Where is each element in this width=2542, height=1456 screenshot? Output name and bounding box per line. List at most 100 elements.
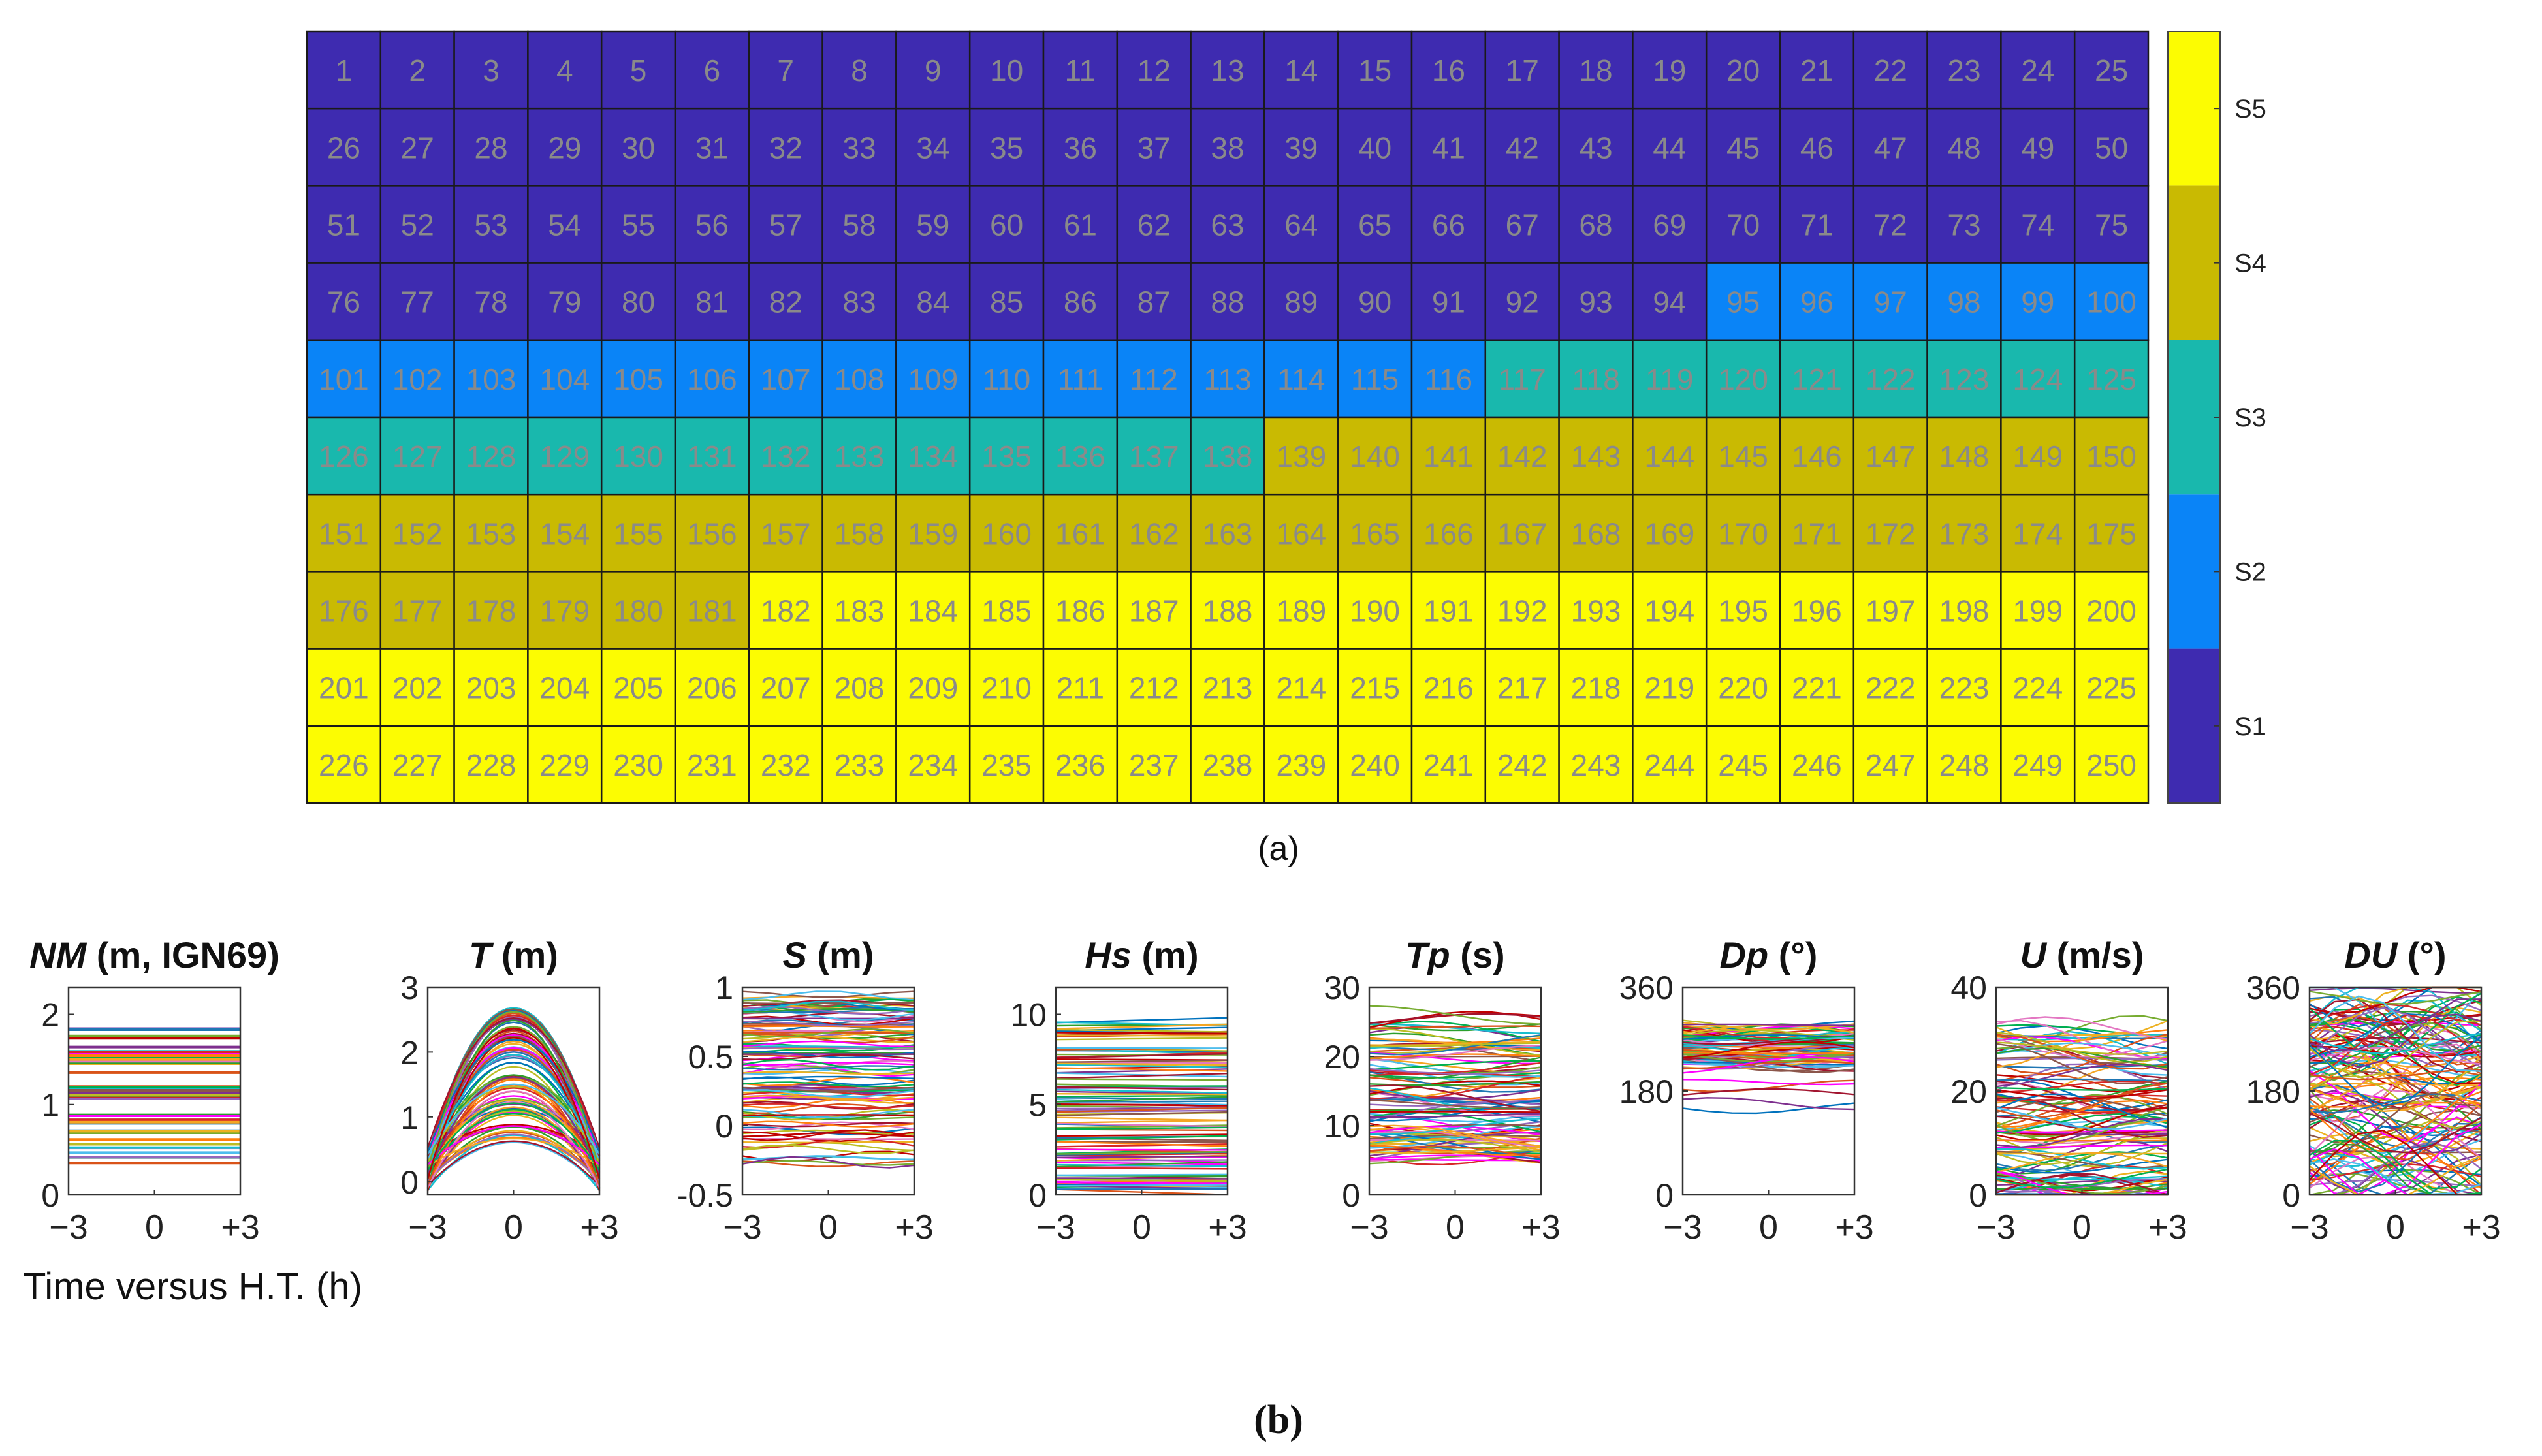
- legend-swatch-s4: [2168, 185, 2220, 340]
- series-line: [1055, 1181, 1228, 1184]
- series-line: [2309, 1069, 2482, 1081]
- series-line: [426, 1018, 601, 1156]
- series-line: [1055, 1126, 1228, 1130]
- cell-label-160: 160: [981, 516, 1032, 550]
- cell-50: [2073, 107, 2150, 187]
- series-line: [2309, 1072, 2482, 1112]
- y-tick-label: 20: [1324, 1039, 1360, 1075]
- series-line: [1055, 1135, 1228, 1141]
- series-line: [1055, 1088, 1228, 1094]
- series-line: [2309, 1098, 2482, 1161]
- cell-212: [1116, 648, 1192, 727]
- cell-label-207: 207: [761, 671, 811, 705]
- cell-label-220: 220: [1718, 671, 1768, 705]
- series-line: [2309, 995, 2482, 1072]
- cell-243: [1558, 725, 1634, 804]
- series-line: [1055, 1133, 1228, 1137]
- x-tick-label: 0: [1132, 1209, 1151, 1246]
- series-line: [1369, 1053, 1542, 1060]
- cell-126: [306, 416, 382, 496]
- series-line: [1995, 1078, 2169, 1082]
- series-line: [1369, 1023, 1542, 1034]
- cell-label-92: 92: [1506, 285, 1539, 319]
- cell-label-55: 55: [622, 208, 655, 242]
- series-line: [1369, 1147, 1542, 1154]
- cell-label-229: 229: [539, 748, 590, 782]
- series-line: [426, 1039, 601, 1152]
- cell-label-65: 65: [1358, 208, 1391, 242]
- x-tick-label: +3: [2462, 1209, 2500, 1246]
- series-line: [1995, 1118, 2169, 1148]
- cell-107: [748, 339, 823, 419]
- cell-label-199: 199: [2012, 594, 2063, 628]
- cell-label-214: 214: [1276, 671, 1326, 705]
- cell-label-170: 170: [1718, 516, 1768, 550]
- cell-label-126: 126: [319, 439, 369, 473]
- cell-163: [1190, 493, 1265, 573]
- series-line: [1369, 1099, 1542, 1122]
- cell-78: [453, 262, 529, 341]
- cell-label-168: 168: [1571, 516, 1621, 550]
- cell-16: [1410, 30, 1487, 110]
- series-line: [742, 1129, 915, 1135]
- x-tick-label: 0: [504, 1209, 523, 1246]
- cell-76: [306, 262, 382, 341]
- series-line: [1055, 1017, 1228, 1024]
- y-tick-label: 0: [1342, 1177, 1360, 1214]
- series-line: [1055, 1096, 1228, 1103]
- cell-53: [453, 185, 529, 264]
- cell-125: [2073, 339, 2150, 419]
- subplot-4-title: Hs (m): [1085, 934, 1198, 975]
- series-line: [1995, 1176, 2169, 1193]
- series-line: [2309, 1026, 2482, 1056]
- cell-label-97: 97: [1874, 285, 1907, 319]
- cell-75: [2073, 185, 2150, 264]
- cell-label-157: 157: [761, 516, 811, 550]
- series-line: [742, 1025, 915, 1028]
- cell-label-244: 244: [1644, 748, 1694, 782]
- cell-label-54: 54: [548, 208, 581, 242]
- cell-91: [1410, 262, 1487, 341]
- subplot-5-title: Tp (s): [1405, 934, 1504, 975]
- series-line: [1682, 1102, 1855, 1115]
- cell-label-112: 112: [1130, 362, 1178, 396]
- cell-label-48: 48: [1947, 131, 1980, 165]
- cell-label-209: 209: [908, 671, 958, 705]
- cell-103: [453, 339, 529, 419]
- series-line: [426, 1079, 601, 1191]
- cell-40: [1337, 107, 1413, 187]
- series-line: [1055, 1116, 1228, 1122]
- cell-228: [453, 725, 529, 804]
- cell-label-218: 218: [1571, 671, 1621, 705]
- cell-label-119: 119: [1645, 362, 1693, 396]
- y-tick-label: 0: [1969, 1177, 1987, 1214]
- x-tick-label: +3: [2148, 1209, 2187, 1246]
- cell-label-211: 211: [1057, 671, 1104, 705]
- cell-label-115: 115: [1351, 362, 1399, 396]
- cell-label-4: 4: [556, 54, 573, 87]
- cell-97: [1852, 262, 1928, 341]
- cell-12: [1116, 30, 1192, 110]
- cell-label-22: 22: [1874, 54, 1907, 87]
- series-line: [1055, 1078, 1228, 1081]
- cell-210: [968, 648, 1045, 727]
- cell-221: [1779, 648, 1855, 727]
- series-line: [1995, 1083, 2169, 1118]
- cell-113: [1190, 339, 1265, 419]
- series-line: [1369, 1145, 1542, 1159]
- cell-31: [674, 107, 750, 187]
- series-line: [2309, 999, 2482, 1078]
- cell-label-14: 14: [1284, 54, 1318, 87]
- subplot-3-title: S (m): [782, 934, 874, 975]
- cell-label-26: 26: [327, 131, 360, 165]
- cell-29: [527, 107, 603, 187]
- cell-label-222: 222: [1866, 671, 1916, 705]
- cell-105: [600, 339, 676, 419]
- y-tick-label: 3: [400, 970, 419, 1006]
- series-line: [426, 1016, 601, 1172]
- subplot-8-title: DU (°): [2344, 934, 2446, 975]
- cell-240: [1337, 725, 1413, 804]
- series-line: [1369, 1028, 1542, 1056]
